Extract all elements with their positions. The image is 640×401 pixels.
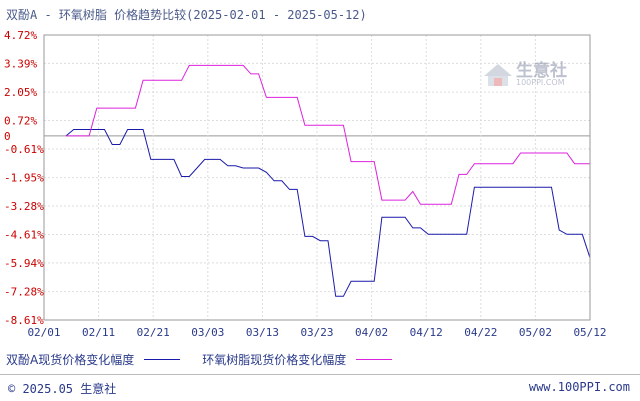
x-tick-label: 02/11 (82, 326, 115, 339)
x-tick-label: 05/12 (573, 326, 606, 339)
footer: © 2025.05 生意社 www.100PPI.com (0, 374, 640, 401)
y-tick-label: -3.28% (4, 200, 44, 213)
x-tick-label: 03/13 (246, 326, 279, 339)
chart-title: 双酚A - 环氧树脂 价格趋势比较(2025-02-01 - 2025-05-1… (6, 8, 367, 22)
copyright-text: © 2025.05 生意社 (8, 382, 117, 396)
y-tick-label: -0.61% (4, 143, 44, 156)
x-tick-label: 03/03 (191, 326, 224, 339)
x-tick-label: 05/02 (519, 326, 552, 339)
x-tick-label: 02/01 (27, 326, 60, 339)
y-tick-label: 0 (4, 130, 11, 143)
x-tick-label: 04/02 (355, 326, 388, 339)
site-link[interactable]: www.100PPI.com (528, 380, 630, 394)
y-axis-ticks: 4.72% 3.39% 2.05% 0.72% 0-0.61% -1.95% -3.28% -… (4, 29, 44, 327)
y-tick-label: 0.72% (4, 115, 37, 128)
y-tick-label: -4.61% (4, 228, 44, 241)
x-tick-label: 04/22 (464, 326, 497, 339)
x-tick-label: 04/12 (410, 326, 443, 339)
y-tick-label: -7.28% (4, 286, 44, 299)
chart-legend: 双酚A现货价格变化幅度 环氧树脂现货价格变化幅度 (6, 351, 414, 368)
legend-item-bpa: 双酚A现货价格变化幅度 (6, 353, 135, 367)
logo-text: 生意社 (516, 61, 567, 81)
series-lines (65, 64, 591, 297)
logo-subtext: 100PPI.COM (516, 78, 565, 87)
series-line-bpa (65, 129, 591, 297)
y-tick-label: 4.72% (4, 29, 37, 42)
series-line-epoxy (66, 64, 590, 205)
y-tick-label: -8.61% (4, 314, 44, 327)
y-tick-label: -5.94% (4, 257, 44, 270)
x-axis-ticks: 02/01 02/11 02/21 03/03 03/13 03/23 04/02 04/12… (27, 326, 606, 339)
y-tick-label: 3.39% (4, 57, 37, 70)
logo: 生意社 100PPI.COM (478, 54, 588, 98)
legend-swatch-epoxy (356, 359, 393, 360)
legend-item-epoxy: 环氧树脂现货价格变化幅度 (202, 353, 347, 367)
y-tick-label: -1.95% (4, 172, 44, 185)
y-tick-label: 2.05% (4, 86, 37, 99)
plot-frame (43, 34, 591, 321)
house-icon (484, 64, 512, 86)
legend-swatch-bpa (144, 359, 181, 360)
x-tick-label: 02/21 (137, 326, 170, 339)
x-tick-label: 03/23 (300, 326, 333, 339)
